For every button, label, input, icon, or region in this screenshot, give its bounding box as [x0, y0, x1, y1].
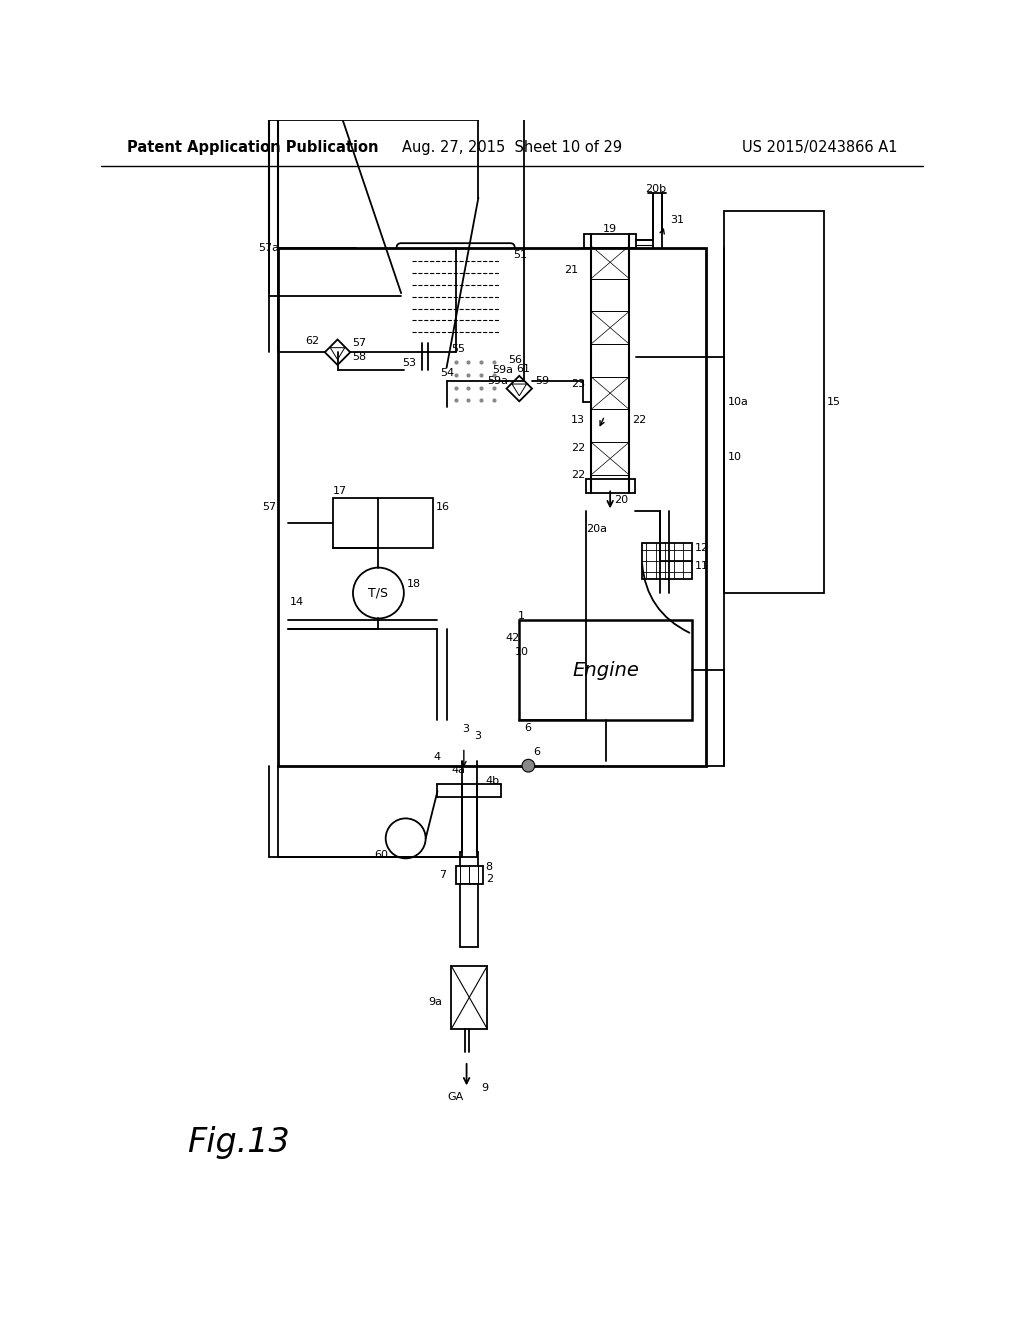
Bar — [456, 866, 483, 884]
Bar — [446, 381, 506, 407]
Text: Engine: Engine — [572, 661, 639, 680]
Text: 3: 3 — [474, 731, 481, 741]
Text: 57: 57 — [262, 502, 276, 512]
Text: 23: 23 — [571, 379, 585, 389]
Text: Fig.13: Fig.13 — [187, 1126, 291, 1159]
Text: 22: 22 — [571, 470, 586, 480]
Circle shape — [522, 759, 535, 772]
Text: 9a: 9a — [428, 997, 442, 1007]
Text: 2: 2 — [485, 874, 493, 884]
Text: 9: 9 — [481, 1084, 488, 1093]
Bar — [446, 356, 506, 381]
Text: 3: 3 — [462, 725, 469, 734]
Text: 12: 12 — [694, 543, 709, 553]
Polygon shape — [325, 339, 350, 364]
Text: 4a: 4a — [452, 766, 465, 775]
Text: 10: 10 — [728, 451, 742, 462]
Text: 11: 11 — [694, 561, 709, 570]
Text: GA: GA — [447, 1093, 464, 1102]
Text: 21: 21 — [564, 265, 578, 276]
Text: 56: 56 — [508, 355, 522, 366]
Text: 20: 20 — [613, 495, 628, 506]
Text: 22: 22 — [571, 442, 586, 453]
Text: 54: 54 — [440, 368, 455, 378]
Text: 14: 14 — [290, 597, 303, 607]
Text: 51: 51 — [513, 249, 527, 260]
Text: 19: 19 — [603, 223, 617, 234]
Circle shape — [386, 818, 426, 858]
Text: T/S: T/S — [369, 586, 388, 599]
Text: 58: 58 — [352, 351, 367, 362]
Text: 10: 10 — [515, 647, 528, 657]
Polygon shape — [507, 376, 532, 401]
Text: 59a: 59a — [492, 366, 513, 375]
Text: 10a: 10a — [728, 397, 750, 407]
Text: 59: 59 — [535, 376, 549, 387]
Circle shape — [353, 568, 403, 619]
Text: Aug. 27, 2015  Sheet 10 of 29: Aug. 27, 2015 Sheet 10 of 29 — [402, 140, 622, 156]
Bar — [519, 620, 692, 721]
Text: 7: 7 — [439, 870, 446, 879]
Text: 8: 8 — [485, 862, 493, 873]
Bar — [452, 966, 487, 1030]
Text: 17: 17 — [333, 486, 347, 496]
Bar — [279, 248, 706, 766]
Text: 6: 6 — [532, 747, 540, 758]
Text: 60: 60 — [374, 850, 388, 859]
Text: 4: 4 — [433, 751, 440, 762]
Text: 13: 13 — [571, 416, 585, 425]
Text: 42: 42 — [506, 634, 520, 643]
Bar — [403, 371, 438, 397]
Text: 59a: 59a — [487, 376, 509, 387]
Text: 4b: 4b — [485, 776, 500, 787]
Text: 20a: 20a — [587, 524, 607, 535]
Text: 57: 57 — [352, 338, 367, 348]
Text: Patent Application Publication: Patent Application Publication — [127, 140, 378, 156]
Text: 31: 31 — [670, 215, 684, 226]
Text: 6: 6 — [524, 722, 530, 733]
Text: 15: 15 — [826, 397, 841, 407]
Bar — [333, 498, 433, 548]
Text: 20b: 20b — [645, 183, 667, 194]
Bar — [460, 884, 478, 948]
FancyBboxPatch shape — [396, 243, 515, 347]
Text: 61: 61 — [516, 364, 530, 375]
Bar — [642, 543, 692, 579]
Text: 53: 53 — [402, 358, 416, 368]
Text: 55: 55 — [452, 343, 465, 354]
Text: 57a: 57a — [258, 243, 280, 252]
Text: 22: 22 — [632, 416, 646, 425]
Text: 16: 16 — [435, 502, 450, 512]
Text: US 2015/0243866 A1: US 2015/0243866 A1 — [741, 140, 897, 156]
Bar — [724, 211, 823, 593]
Text: 1: 1 — [517, 611, 524, 620]
Text: 62: 62 — [306, 337, 319, 346]
Text: 18: 18 — [407, 579, 421, 589]
